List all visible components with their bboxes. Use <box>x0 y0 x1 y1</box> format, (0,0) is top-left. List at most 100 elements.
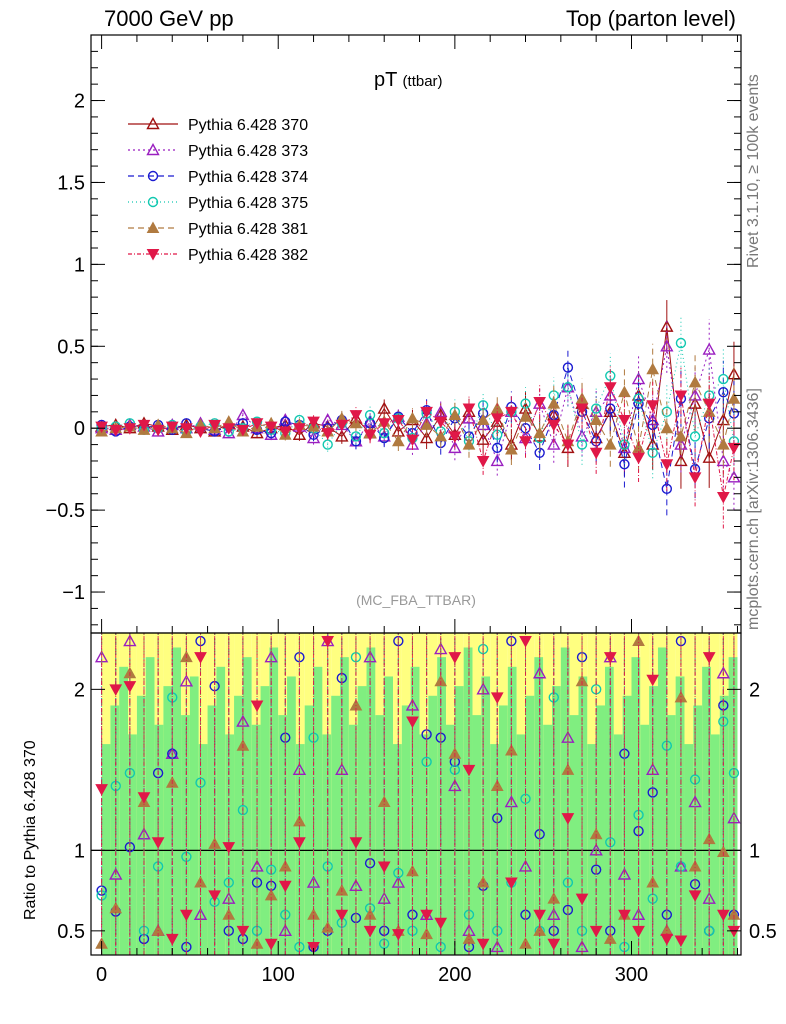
ratio-point <box>250 700 264 712</box>
data-point <box>618 385 631 398</box>
xtick-label: 200 <box>438 964 471 986</box>
series-0 <box>94 300 741 489</box>
ratio-point <box>420 909 433 922</box>
data-point <box>575 429 589 442</box>
ratio-point <box>165 933 179 946</box>
ratio-point <box>561 813 575 825</box>
data-point <box>533 396 546 409</box>
ratio-point <box>589 925 603 938</box>
data-point <box>364 409 376 421</box>
inner-band <box>128 734 137 955</box>
inner-band <box>543 724 553 955</box>
data-point <box>377 418 391 430</box>
data-point <box>123 423 137 435</box>
data-point <box>727 392 741 404</box>
ratio-frame <box>90 632 742 956</box>
ratio-ytick-label: 1 <box>74 840 85 862</box>
data-point <box>476 432 490 445</box>
legend-label: Pythia 6.428 375 <box>188 195 308 212</box>
ratio-point <box>391 875 406 888</box>
data-point <box>377 401 391 414</box>
ratio-point <box>335 909 349 922</box>
inner-band <box>446 724 455 955</box>
inner-band <box>454 686 464 955</box>
inner-band <box>569 715 579 955</box>
plot-title: pT (ttbar) <box>374 69 443 91</box>
inner-band <box>710 734 720 955</box>
inner-band <box>613 734 623 955</box>
ratio-point <box>179 674 194 687</box>
inner-band <box>110 705 120 955</box>
data-point <box>406 411 419 424</box>
data-point <box>208 419 221 432</box>
data-point <box>293 423 306 435</box>
data-point <box>434 404 448 418</box>
data-point <box>727 442 741 455</box>
inner-band <box>631 657 641 955</box>
ratio-point <box>307 941 320 954</box>
inner-band <box>525 695 535 955</box>
data-point <box>137 419 151 432</box>
data-point <box>448 431 462 443</box>
data-point <box>562 362 574 373</box>
inner-band <box>587 744 597 955</box>
ratio-point <box>264 938 278 951</box>
ratio-point <box>575 893 589 906</box>
ratio-point <box>448 652 462 664</box>
inner-band <box>163 686 173 955</box>
data-point <box>406 434 419 447</box>
data-point <box>292 427 307 440</box>
ytick-label: 1 <box>74 254 85 276</box>
inner-band <box>428 695 438 955</box>
ratio-point <box>434 917 448 930</box>
inner-band <box>366 647 376 955</box>
inner-band <box>145 657 155 955</box>
collision-energy-label: 7000 GeV pp <box>104 6 234 31</box>
legend-marker <box>147 170 159 182</box>
data-point <box>434 429 448 442</box>
ratio-point <box>151 837 165 849</box>
data-point <box>165 421 179 434</box>
data-point <box>547 419 561 432</box>
inner-band <box>622 695 632 955</box>
ratio-point <box>137 792 151 804</box>
inner-band <box>384 676 394 955</box>
legend-label: Pythia 6.428 373 <box>188 143 308 160</box>
ratio-point <box>462 764 476 777</box>
inner-band <box>481 676 491 955</box>
ratio-point <box>321 636 335 648</box>
data-point <box>335 419 349 432</box>
data-point <box>646 362 660 375</box>
inner-band <box>234 695 243 955</box>
ratio-point <box>490 692 504 704</box>
legend-label: Pythia 6.428 381 <box>188 221 308 238</box>
inner-band <box>331 695 341 955</box>
series-line <box>101 385 735 498</box>
inner-band <box>499 705 508 955</box>
data-point <box>533 426 546 439</box>
axes-frame: −1 −0.5 0 0.5 1 1.5 2 0.5 0.5 1 1 2 2 0 100 200 300 <box>46 34 777 986</box>
data-point <box>420 406 433 419</box>
data-point <box>618 415 631 427</box>
inner-band <box>463 647 473 955</box>
data-point <box>519 436 532 448</box>
ratio-point <box>688 890 702 902</box>
inner-band <box>357 686 367 955</box>
inner-band <box>101 744 111 955</box>
data-point <box>633 398 644 409</box>
inner-band <box>702 666 711 955</box>
data-point <box>603 438 617 450</box>
legend: Pythia 6.428 370 Pythia 6.428 373 Pythia 6… <box>128 117 308 264</box>
ratio-point <box>716 845 730 857</box>
ratio-point <box>660 933 674 946</box>
ratio-ytick-label: 2 <box>74 679 85 701</box>
ratio-point <box>195 777 206 788</box>
data-point <box>151 424 165 437</box>
data-point <box>363 429 377 442</box>
main-plot-area <box>94 300 741 529</box>
data-point <box>391 434 405 447</box>
data-point <box>547 437 561 450</box>
ratio-point <box>532 666 547 679</box>
legend-marker <box>146 117 160 130</box>
series-5 <box>95 365 741 529</box>
